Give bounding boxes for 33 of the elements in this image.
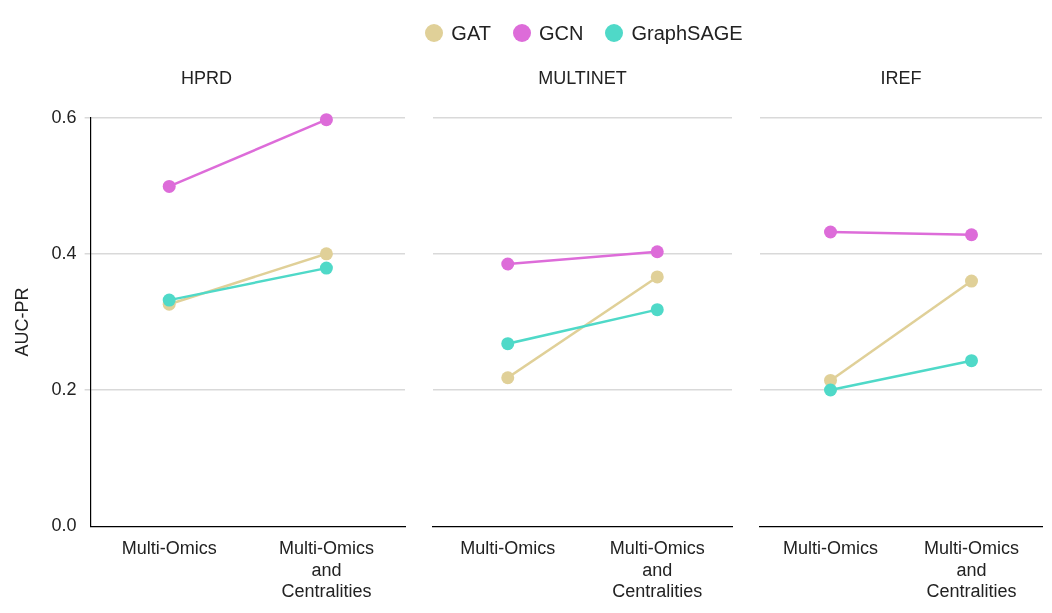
chart-title: MULTINET — [538, 67, 627, 88]
point — [965, 228, 978, 242]
legend-label: GCN — [539, 21, 584, 45]
x-tick-label: Multi-Omics and Centralities — [924, 537, 1019, 602]
y-tick-label: 0.6 — [51, 106, 77, 127]
x-tick-label: Multi-Omics and Centralities — [609, 537, 705, 602]
y-tick-label: 0.0 — [51, 515, 77, 536]
point — [965, 354, 978, 368]
point — [965, 274, 978, 288]
legend-label: GraphSAGE — [631, 21, 743, 45]
point — [650, 270, 664, 284]
point — [824, 225, 837, 239]
x-tick-label: Multi-Omics — [783, 537, 878, 558]
x-tick-label: Multi-Omics — [121, 537, 217, 558]
chart-title: IREF — [880, 67, 922, 88]
y-tick-label: 0.2 — [51, 378, 77, 399]
point — [501, 371, 515, 385]
x-tick-label: Multi-Omics — [460, 537, 556, 558]
point — [501, 337, 515, 351]
point — [319, 247, 333, 261]
point — [319, 113, 333, 127]
chart-title: HPRD — [180, 67, 233, 88]
point — [824, 383, 837, 397]
point — [650, 303, 664, 317]
point — [501, 257, 515, 271]
x-tick-label: Multi-Omics and Centralities — [278, 537, 374, 602]
legend-label: GAT — [451, 21, 491, 45]
point — [319, 261, 333, 275]
y-tick-label: 0.4 — [51, 242, 77, 263]
point — [162, 179, 176, 193]
y-axis-title: AUC-PR — [11, 287, 32, 357]
point — [162, 293, 176, 307]
point — [650, 245, 664, 259]
